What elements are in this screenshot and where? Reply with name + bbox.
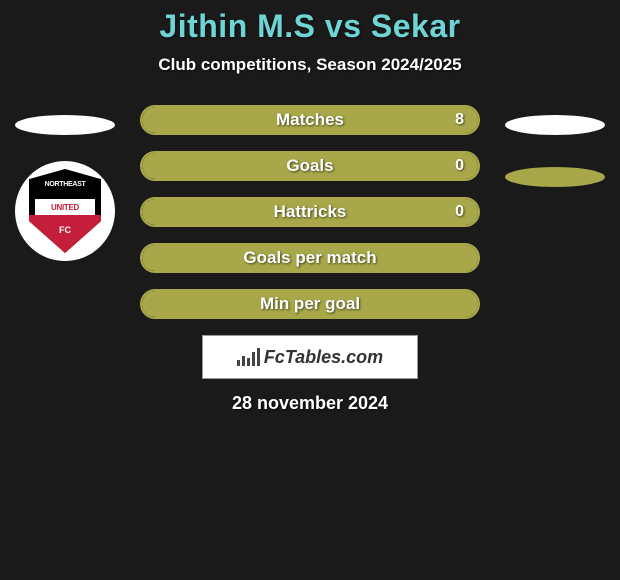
player1-club-badge: NORTHEAST UNITED FC xyxy=(15,161,115,261)
source-logo-text: FcTables.com xyxy=(264,347,383,368)
left-player-column: NORTHEAST UNITED FC xyxy=(10,105,120,261)
page-title: Jithin M.S vs Sekar xyxy=(0,8,620,45)
stat-rows: Matches 8 Goals 0 Hattricks 0 Goals per … xyxy=(140,105,480,319)
stat-row-goals-per-match: Goals per match xyxy=(140,243,480,273)
stat-row-hattricks: Hattricks 0 xyxy=(140,197,480,227)
logo-chart-icon xyxy=(237,348,260,366)
club-name-top: NORTHEAST xyxy=(29,181,101,188)
player2-marker-ellipse-2 xyxy=(505,167,605,187)
player1-marker-ellipse xyxy=(15,115,115,135)
stat-label: Min per goal xyxy=(142,291,478,317)
stat-value: 8 xyxy=(455,107,464,133)
stat-label: Hattricks xyxy=(142,199,478,225)
club-name-mid: UNITED xyxy=(51,203,79,212)
main-area: NORTHEAST UNITED FC Matches xyxy=(0,105,620,414)
stat-label: Goals per match xyxy=(142,245,478,271)
stat-label: Goals xyxy=(142,153,478,179)
stat-row-goals: Goals 0 xyxy=(140,151,480,181)
date-text: 28 november 2024 xyxy=(0,393,620,414)
stat-row-min-per-goal: Min per goal xyxy=(140,289,480,319)
shield-icon: NORTHEAST UNITED FC xyxy=(29,169,101,253)
stat-value: 0 xyxy=(455,199,464,225)
source-logo[interactable]: FcTables.com xyxy=(202,335,418,379)
club-name-bottom: FC xyxy=(29,225,101,235)
right-player-column xyxy=(500,105,610,187)
player2-marker-ellipse-1 xyxy=(505,115,605,135)
stat-row-matches: Matches 8 xyxy=(140,105,480,135)
page-subtitle: Club competitions, Season 2024/2025 xyxy=(0,55,620,75)
stat-value: 0 xyxy=(455,153,464,179)
stat-label: Matches xyxy=(142,107,478,133)
comparison-panel: Jithin M.S vs Sekar Club competitions, S… xyxy=(0,0,620,414)
